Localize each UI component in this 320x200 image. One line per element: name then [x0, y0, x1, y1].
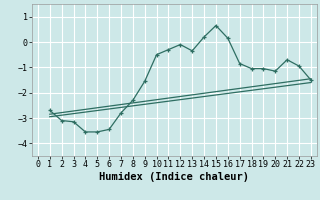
X-axis label: Humidex (Indice chaleur): Humidex (Indice chaleur): [100, 172, 249, 182]
